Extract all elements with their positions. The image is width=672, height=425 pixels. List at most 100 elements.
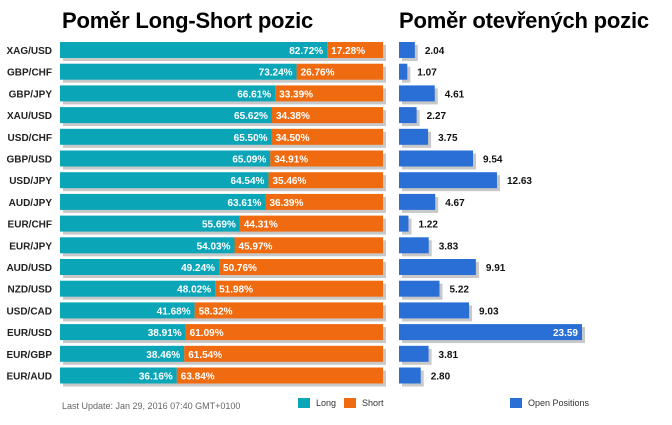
legend-open-positions-swatch [510, 398, 522, 408]
open-positions-value-label-eur-usd: 23.59 [553, 328, 578, 339]
short-bar-eur-usd [185, 324, 383, 341]
short-value-label-aud-jpy: 36.39% [269, 198, 303, 209]
open-positions-value-label-aud-jpy: 4.67 [445, 198, 465, 209]
open-positions-bar-nzd-usd [399, 280, 440, 297]
short-value-label-eur-gbp: 61.54% [188, 350, 222, 361]
short-bar-usd-cad [194, 302, 383, 319]
short-bar-usd-jpy [268, 172, 383, 189]
long-bar-eur-aud [60, 367, 177, 384]
short-value-label-nzd-usd: 51.98% [219, 285, 253, 296]
open-positions-bar-gbp-chf [399, 63, 408, 80]
category-label-aud-usd: AUD/USD [6, 263, 52, 274]
long-value-label-usd-jpy: 64.54% [231, 176, 265, 187]
open-positions-bar-eur-gbp [399, 345, 429, 362]
legend-open-positions-label: Open Positions [528, 398, 590, 408]
open-positions-bar-usd-chf [399, 128, 429, 145]
short-value-label-xau-usd: 34.38% [276, 111, 310, 122]
short-value-label-xag-usd: 17.28% [331, 46, 365, 57]
open-positions-value-label-nzd-usd: 5.22 [449, 285, 469, 296]
open-positions-bar-gbp-jpy [399, 85, 435, 102]
open-positions-bar-aud-usd [399, 259, 476, 275]
short-value-label-usd-cad: 58.32% [199, 306, 233, 317]
open-positions-bar-eur-aud [399, 367, 421, 384]
category-label-eur-chf: EUR/CHF [8, 220, 52, 231]
short-value-label-gbp-jpy: 33.39% [279, 89, 313, 100]
long-bar-xau-usd [60, 107, 272, 124]
legend-short-label: Short [362, 398, 384, 408]
open-positions-value-label-xag-usd: 2.04 [425, 46, 445, 57]
open-positions-value-label-eur-jpy: 3.83 [439, 241, 459, 252]
category-label-gbp-usd: GBP/USD [6, 155, 52, 166]
long-bar-gbp-chf [60, 63, 297, 80]
short-bar-aud-usd [219, 259, 383, 275]
category-label-eur-usd: EUR/USD [7, 328, 52, 339]
short-value-label-eur-chf: 44.31% [244, 220, 278, 231]
long-value-label-aud-usd: 49.24% [181, 263, 215, 274]
category-label-usd-chf: USD/CHF [8, 133, 52, 144]
short-bar-usd-chf [271, 128, 383, 145]
open-positions-value-label-eur-chf: 1.22 [418, 220, 438, 231]
long-bar-xag-usd [60, 42, 328, 58]
short-value-label-usd-chf: 34.50% [276, 133, 310, 144]
long-value-label-eur-chf: 55.69% [202, 220, 236, 231]
category-label-aud-jpy: AUD/JPY [9, 198, 53, 209]
long-bar-usd-cad [60, 302, 195, 319]
short-bar-eur-aud [176, 367, 383, 384]
open-positions-value-label-eur-aud: 2.80 [431, 372, 451, 383]
short-value-label-usd-jpy: 35.46% [272, 176, 306, 187]
long-value-label-gbp-usd: 65.09% [232, 155, 266, 166]
legend-short: Short [344, 398, 384, 408]
open-positions-value-label-gbp-chf: 1.07 [417, 68, 437, 79]
long-bar-gbp-usd [60, 150, 271, 167]
long-value-label-eur-gbp: 38.46% [146, 350, 180, 361]
short-value-label-eur-jpy: 45.97% [239, 241, 273, 252]
long-bar-eur-gbp [60, 345, 185, 362]
legend-long: Long [298, 398, 336, 408]
category-label-xag-usd: XAG/USD [6, 46, 52, 57]
category-label-gbp-jpy: GBP/JPY [9, 89, 53, 100]
short-bar-eur-gbp [184, 345, 383, 362]
long-bar-eur-jpy [60, 237, 235, 254]
short-value-label-gbp-chf: 26.76% [301, 68, 335, 79]
open-positions-value-label-usd-chf: 3.75 [438, 133, 458, 144]
open-positions-bar-eur-usd [399, 324, 582, 341]
long-value-label-gbp-chf: 73.24% [259, 68, 293, 79]
legend-open-positions: Open Positions [510, 398, 589, 408]
short-bar-gbp-jpy [275, 85, 383, 102]
short-value-label-gbp-usd: 34.91% [274, 155, 308, 166]
category-label-usd-cad: USD/CAD [6, 306, 52, 317]
open-positions-bar-usd-jpy [399, 172, 497, 189]
category-label-eur-aud: EUR/AUD [6, 372, 52, 383]
open-positions-value-label-gbp-usd: 9.54 [483, 155, 503, 166]
open-positions-bar-aud-jpy [399, 193, 436, 210]
long-bar-nzd-usd [60, 280, 216, 297]
long-value-label-eur-usd: 38.91% [148, 328, 182, 339]
short-bar-gbp-chf [296, 63, 383, 80]
long-value-label-xag-usd: 82.72% [289, 46, 323, 57]
short-bar-nzd-usd [215, 280, 383, 297]
category-label-eur-jpy: EUR/JPY [9, 241, 52, 252]
legend-short-swatch [344, 398, 356, 408]
long-bar-usd-jpy [60, 172, 269, 189]
category-label-usd-jpy: USD/JPY [9, 176, 52, 187]
short-value-label-eur-usd: 61.09% [190, 328, 224, 339]
category-label-eur-gbp: EUR/GBP [6, 350, 52, 361]
open-positions-bar-gbp-usd [399, 150, 474, 167]
category-label-gbp-chf: GBP/CHF [7, 68, 52, 79]
long-value-label-aud-jpy: 63.61% [228, 198, 262, 209]
open-positions-bar-eur-chf [399, 215, 409, 232]
long-value-label-eur-aud: 36.16% [139, 372, 173, 383]
long-value-label-usd-cad: 41.68% [157, 306, 191, 317]
open-positions-bar-xag-usd [399, 42, 415, 58]
open-positions-value-label-xau-usd: 2.27 [427, 111, 447, 122]
open-positions-title: Poměr otevřených pozic [399, 8, 649, 33]
long-value-label-usd-chf: 65.50% [234, 133, 268, 144]
long-bar-aud-jpy [60, 193, 266, 210]
long-value-label-gbp-jpy: 66.61% [237, 89, 271, 100]
short-bar-eur-jpy [234, 237, 383, 254]
long-bar-eur-chf [60, 215, 240, 232]
short-value-label-aud-usd: 50.76% [223, 263, 257, 274]
short-value-label-eur-aud: 63.84% [181, 372, 215, 383]
long-value-label-nzd-usd: 48.02% [177, 285, 211, 296]
